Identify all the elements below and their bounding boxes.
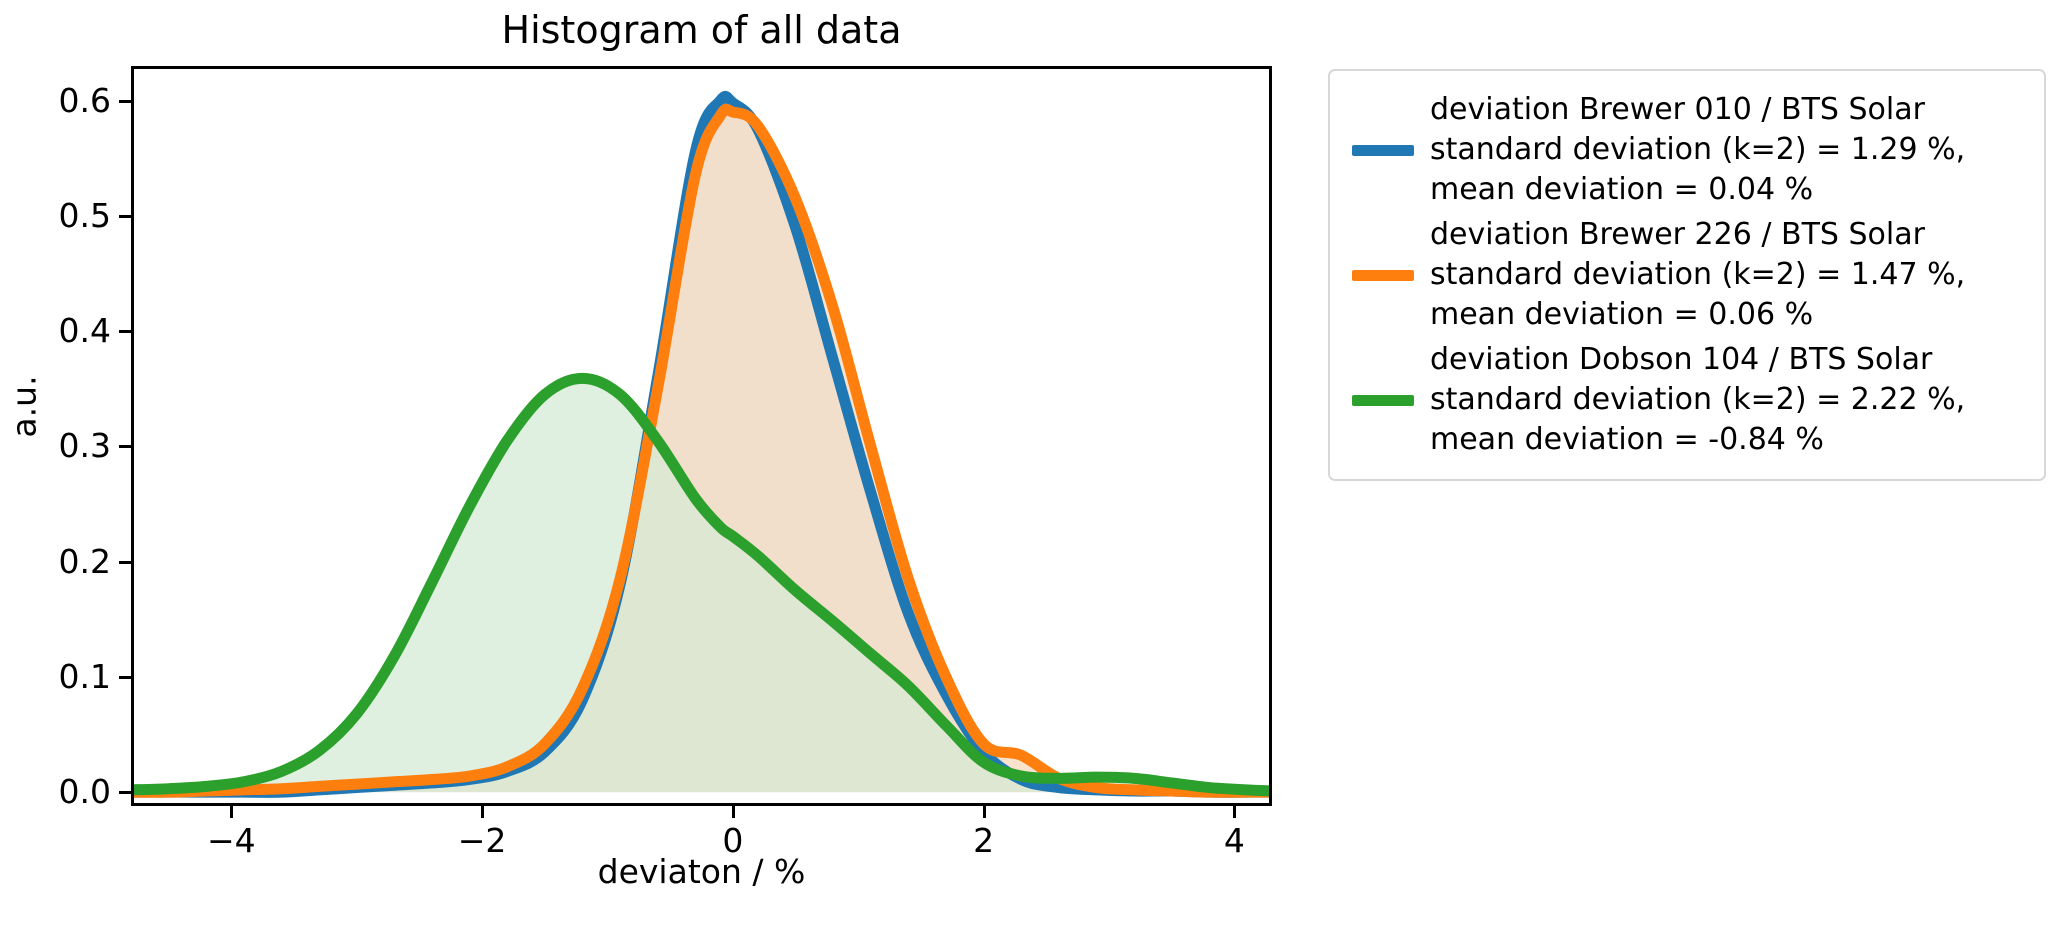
- series-area-2: [131, 109, 1272, 793]
- plot-area: [131, 66, 1272, 806]
- legend-line-1: deviation Dobson 104 / BTS Solar: [1430, 342, 1933, 377]
- y-tick-mark: [119, 675, 131, 679]
- y-axis-label: a.u.: [4, 375, 44, 438]
- x-axis-label: deviaton / %: [597, 852, 806, 891]
- legend-item-label: deviation Dobson 104 / BTS Solar standard…: [1430, 340, 2026, 460]
- y-tick-mark: [119, 560, 131, 564]
- x-tick-label: 0: [722, 821, 744, 860]
- legend-color-swatch: [1352, 269, 1414, 281]
- legend-line-2: standard deviation (k=2) = 1.29 %,: [1430, 132, 1966, 167]
- legend-color-swatch: [1352, 394, 1414, 406]
- legend-line-1: deviation Brewer 010 / BTS Solar: [1430, 92, 1925, 127]
- legend-line-2: standard deviation (k=2) = 2.22 %,: [1430, 382, 1966, 417]
- y-tick-mark: [119, 330, 131, 334]
- x-tick-mark: [982, 806, 986, 818]
- x-tick-label: −4: [206, 821, 256, 860]
- y-tick-mark: [119, 99, 131, 103]
- y-tick-label: 0.4: [58, 311, 111, 351]
- y-tick-label: 0.6: [58, 80, 111, 120]
- legend-line-2: standard deviation (k=2) = 1.47 %,: [1430, 257, 1966, 292]
- legend-item-1[interactable]: deviation Brewer 010 / BTS Solar standard…: [1344, 90, 2026, 210]
- x-tick-mark: [481, 806, 485, 818]
- y-tick-label: 0.5: [58, 195, 111, 235]
- legend-line-1: deviation Brewer 226 / BTS Solar: [1430, 217, 1925, 252]
- x-tick-label: −2: [457, 821, 507, 860]
- axes-frame: [131, 66, 1272, 806]
- y-tick-label: 0.1: [58, 656, 111, 696]
- series-line-3: [131, 372, 1272, 797]
- y-tick-mark: [119, 445, 131, 449]
- series-area-3: [131, 378, 1272, 793]
- legend-line-3: mean deviation = -0.84 %: [1430, 422, 1824, 457]
- legend-item-3[interactable]: deviation Dobson 104 / BTS Solar standard…: [1344, 340, 2026, 460]
- y-tick-label: 0.0: [58, 772, 111, 812]
- x-tick-mark: [1233, 806, 1237, 818]
- y-tick-mark: [119, 791, 131, 795]
- x-tick-label: 4: [1223, 821, 1245, 860]
- x-tick-mark: [731, 806, 735, 818]
- legend-line-3: mean deviation = 0.04 %: [1430, 172, 1814, 207]
- legend-item-2[interactable]: deviation Brewer 226 / BTS Solar standard…: [1344, 215, 2026, 335]
- y-tick-label: 0.2: [58, 541, 111, 581]
- density-curves: [131, 91, 1272, 798]
- legend-item-label: deviation Brewer 010 / BTS Solar standard…: [1430, 90, 2026, 210]
- page-title: Histogram of all data: [501, 8, 902, 52]
- legend-item-label: deviation Brewer 226 / BTS Solar standard…: [1430, 215, 2026, 335]
- legend-line-3: mean deviation = 0.06 %: [1430, 297, 1814, 332]
- y-tick-label: 0.3: [58, 426, 111, 466]
- x-tick-mark: [230, 806, 234, 818]
- legend-color-swatch: [1352, 144, 1414, 156]
- x-tick-label: 2: [973, 821, 995, 860]
- y-tick-mark: [119, 214, 131, 218]
- legend-box: deviation Brewer 010 / BTS Solar standard…: [1328, 69, 2046, 481]
